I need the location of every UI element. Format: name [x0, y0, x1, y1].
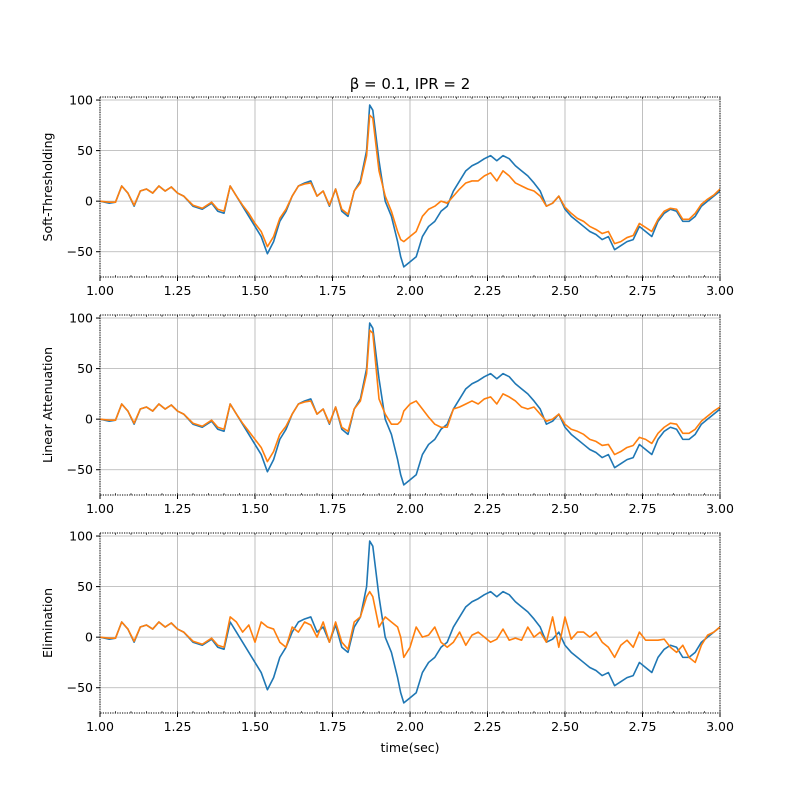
x-tick-label: 2.00: [396, 283, 424, 298]
x-tick-label: 1.25: [164, 719, 192, 734]
x-tick-label: 1.75: [319, 501, 347, 516]
x-tick-label: 2.00: [396, 501, 424, 516]
y-tick-label: −50: [67, 680, 93, 695]
series-line-2: [100, 114, 720, 248]
x-tick-label: 1.50: [241, 719, 269, 734]
y-axis-label: Elimination: [40, 588, 55, 658]
x-tick-label: 2.75: [629, 501, 657, 516]
series-line-1: [100, 540, 720, 704]
x-tick-label: 2.25: [474, 501, 502, 516]
y-tick-label: 50: [77, 361, 93, 376]
y-axis-label: Linear Attenuation: [40, 347, 55, 463]
series-line-2: [100, 590, 720, 664]
x-tick-label: 1.00: [86, 719, 114, 734]
x-tick-label: 1.00: [86, 283, 114, 298]
y-tick-label: −50: [67, 462, 93, 477]
y-tick-label: 100: [69, 529, 93, 544]
x-tick-label: 2.50: [551, 501, 579, 516]
x-tick-label: 1.50: [241, 283, 269, 298]
x-tick-label: 1.25: [164, 283, 192, 298]
x-tick-label: 2.50: [551, 283, 579, 298]
y-tick-label: 0: [85, 630, 93, 645]
series-line-1: [100, 104, 720, 268]
y-tick-label: −50: [67, 244, 93, 259]
x-tick-label: 3.00: [706, 719, 734, 734]
x-tick-label: 2.75: [629, 719, 657, 734]
x-tick-label: 2.25: [474, 719, 502, 734]
y-tick-label: 0: [85, 412, 93, 427]
x-tick-label: 1.25: [164, 501, 192, 516]
x-tick-label: 1.75: [319, 283, 347, 298]
x-tick-label: 1.50: [241, 501, 269, 516]
y-axis-label: Soft-Thresholding: [40, 133, 55, 242]
subplot-2: 1.00 1.25 1.50 1.75 2.00 2.25 2.50 2.75 3.00 100 5…: [40, 311, 734, 516]
subplot-1: 1.00 1.25 1.50 1.75 2.00 2.25 2.50 2.75 3.00 100 5…: [40, 93, 734, 298]
y-tick-label: 100: [69, 311, 93, 326]
y-tick-label: 50: [77, 579, 93, 594]
series-line-1: [100, 322, 720, 486]
x-tick-label: 3.00: [706, 501, 734, 516]
x-tick-label: 2.00: [396, 719, 424, 734]
subplot-panels: 1.00 1.25 1.50 1.75 2.00 2.25 2.50 2.75 3.00 100 5…: [40, 93, 734, 734]
y-tick-label: 50: [77, 143, 93, 158]
x-tick-label: 1.00: [86, 501, 114, 516]
x-axis-label: time(sec): [380, 740, 439, 755]
y-tick-label: 0: [85, 194, 93, 209]
x-tick-label: 2.25: [474, 283, 502, 298]
x-tick-label: 3.00: [706, 283, 734, 298]
x-tick-label: 1.75: [319, 719, 347, 734]
figure-title: β = 0.1, IPR = 2: [350, 75, 471, 93]
series-line-2: [100, 329, 720, 463]
y-tick-label: 100: [69, 93, 93, 108]
subplot-3: 1.00 1.25 1.50 1.75 2.00 2.25 2.50 2.75 3.00 100 5…: [40, 529, 734, 734]
x-tick-label: 2.50: [551, 719, 579, 734]
x-tick-label: 2.75: [629, 283, 657, 298]
